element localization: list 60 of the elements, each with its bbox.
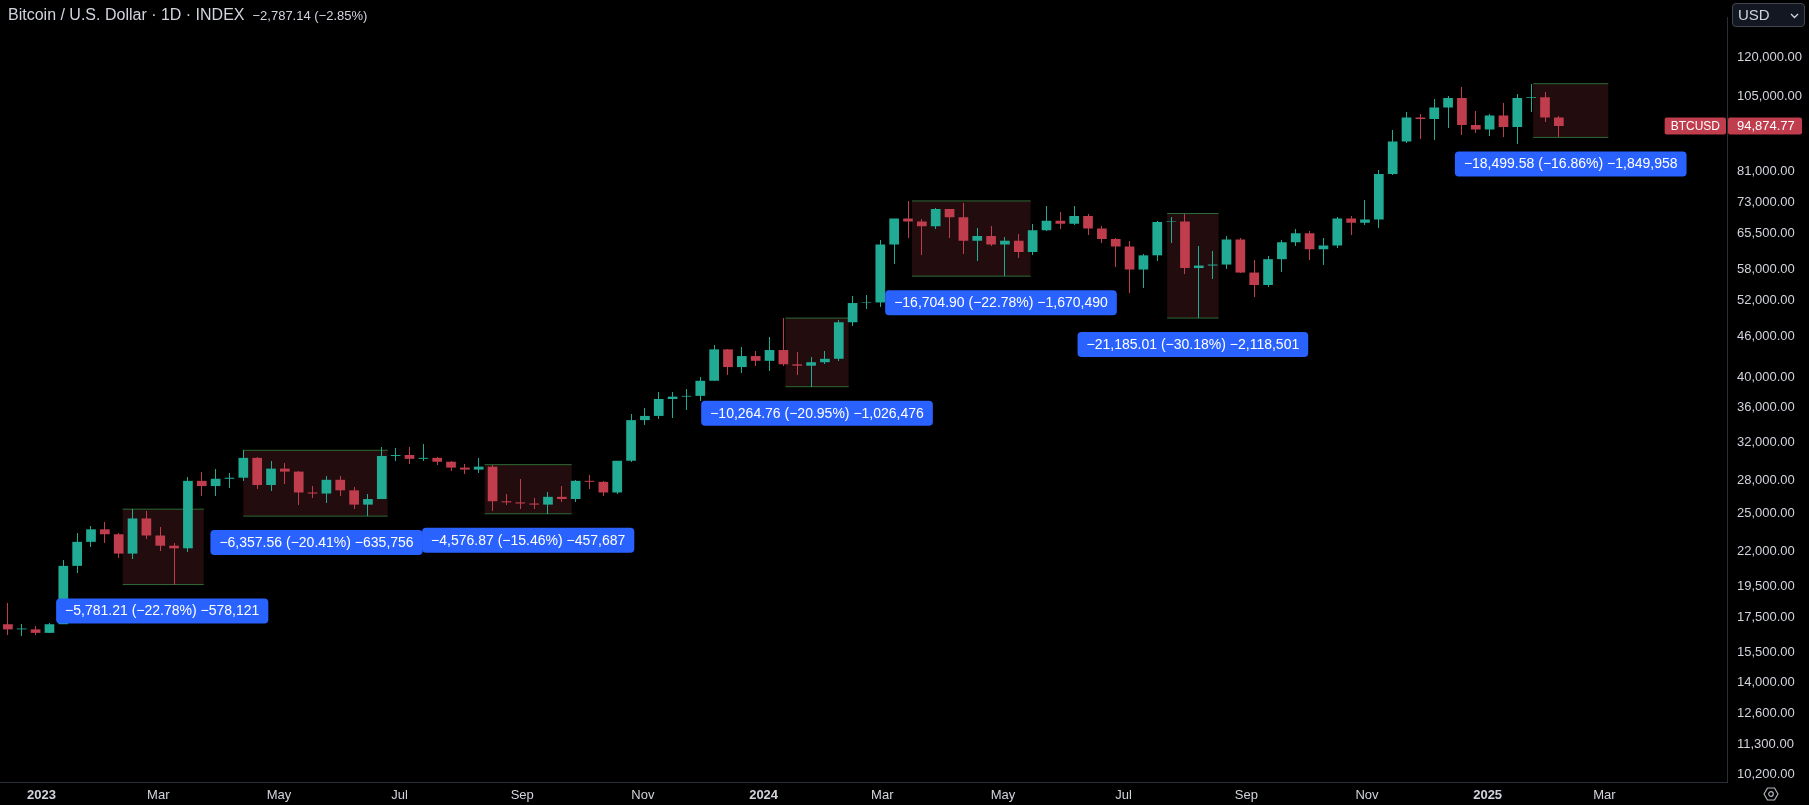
annotation: −18,499.58 (−16.86%) −1,849,958 [1463, 155, 1678, 172]
candlestick [584, 475, 595, 489]
candlestick [1415, 114, 1426, 139]
x-tick-label: Mar [871, 787, 895, 803]
y-tick-label: 25,000.00 [1737, 505, 1795, 521]
candlestick [861, 295, 872, 309]
x-tick-label: May [990, 787, 1016, 803]
x-tick-label: 2024 [749, 787, 779, 803]
y-tick-label: 73,000.00 [1737, 193, 1795, 209]
y-tick-label: 105,000.00 [1737, 88, 1803, 104]
annotation: −5,781.21 (−22.78%) −578,121 [65, 602, 260, 619]
y-tick-label: 52,000.00 [1737, 292, 1795, 308]
y-tick-label: 120,000.00 [1737, 49, 1803, 65]
y-tick-label: 40,000.00 [1737, 368, 1795, 384]
y-tick-label: 36,000.00 [1737, 399, 1795, 415]
candlestick [418, 444, 429, 461]
y-tick-label: 19,500.00 [1737, 577, 1795, 593]
annotation: −6,357.56 (−20.41%) −635,756 [219, 533, 414, 550]
candlestick [224, 473, 235, 488]
x-tick-label: Sep [510, 787, 534, 803]
y-tick-label: 15,500.00 [1737, 644, 1795, 660]
x-tick-label: Mar [147, 787, 171, 803]
y-tick-label: 94,874.77 [1737, 117, 1795, 133]
x-tick-label: Jul [1115, 787, 1133, 803]
y-tick-label: 81,000.00 [1737, 163, 1795, 179]
y-tick-label: 17,500.00 [1737, 609, 1795, 625]
chart-title: Bitcoin / U.S. Dollar · 1D · INDEX [8, 6, 245, 23]
x-tick-label: 2025 [1473, 787, 1503, 803]
candlestick [1000, 237, 1010, 276]
annotation: −16,704.90 (−22.78%) −1,670,490 [894, 294, 1109, 310]
x-tick-label: Sep [1234, 787, 1258, 803]
candlestick [1207, 251, 1218, 279]
annotation: −21,185.01 (−30.18%) −2,118,501 [1086, 335, 1300, 352]
y-tick-label: 32,000.00 [1737, 433, 1795, 449]
y-tick-label: 46,000.00 [1737, 328, 1795, 344]
y-tick-label: 28,000.00 [1737, 472, 1795, 488]
x-tick-label: 2023 [27, 787, 56, 803]
y-tick-label: 10,200.00 [1737, 766, 1795, 782]
candlestick [792, 352, 803, 375]
candlestick [390, 448, 401, 461]
y-tick-label: 14,000.00 [1737, 673, 1795, 689]
chart-subtitle: −2,787.14 (−2.85%) [252, 8, 368, 23]
y-tick-label: 11,300.00 [1737, 736, 1794, 752]
y-tick-label: 58,000.00 [1737, 260, 1795, 276]
x-tick-label: Jul [391, 787, 409, 803]
y-tick-label: 22,000.00 [1737, 542, 1795, 558]
y-tick-label: 65,500.00 [1737, 225, 1795, 241]
annotation: −4,576.87 (−15.46%) −457,687 [431, 531, 626, 548]
x-tick-label: Mar [1593, 787, 1617, 803]
candlestick [681, 389, 692, 410]
candlestick [515, 479, 526, 509]
annotation: −10,264.76 (−20.95%) −1,026,476 [710, 404, 925, 421]
annotation: BTCUSD [1670, 118, 1721, 133]
x-tick-label: May [266, 787, 292, 803]
candlestick [1526, 84, 1536, 112]
x-tick-label: Nov [631, 787, 655, 803]
candlestick [1166, 217, 1176, 243]
y-tick-label: 12,600.00 [1737, 704, 1795, 720]
x-tick-label: Nov [1355, 787, 1380, 803]
dropdown-field: USD [1732, 3, 1805, 27]
